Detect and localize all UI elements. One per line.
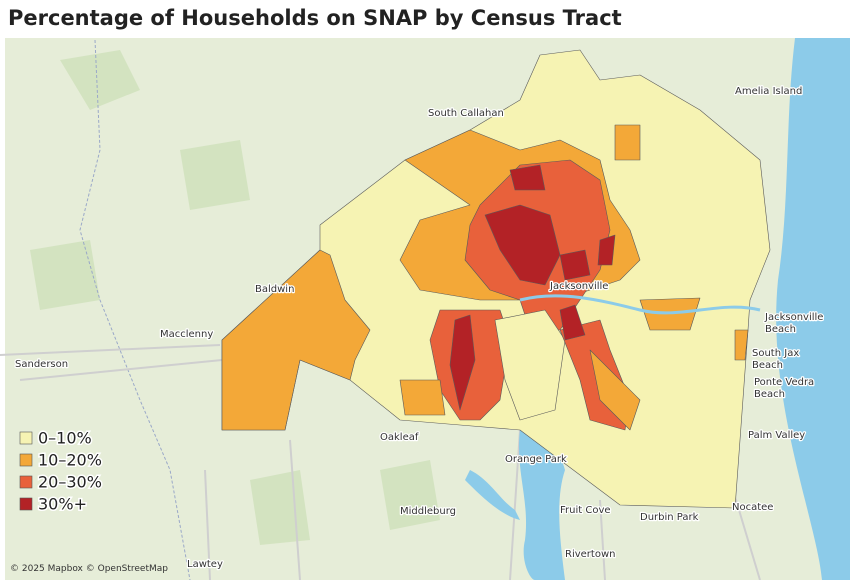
- tract: [589, 349, 641, 431]
- tract: [399, 379, 446, 416]
- st-johns-river: [519, 294, 761, 315]
- place-label: Palm Valley: [748, 430, 805, 441]
- place-label: South Jax Beach: [752, 348, 799, 371]
- place-label: Ponte Vedra Beach: [754, 377, 814, 400]
- place-label-line: Rivertown: [565, 549, 615, 560]
- legend-label: 30%+: [38, 495, 87, 514]
- place-label: Lawtey: [187, 559, 223, 570]
- place-label-line: Sanderson: [15, 359, 68, 370]
- place-label: Durbin Park: [640, 512, 699, 523]
- map-title: Percentage of Households on SNAP by Cens…: [8, 6, 622, 30]
- place-label: Jacksonville Beach: [764, 312, 823, 335]
- place-label-line: Beach: [752, 360, 783, 371]
- place-label: Jacksonville: [549, 281, 608, 292]
- tract: [597, 234, 616, 266]
- tract: [559, 304, 586, 341]
- green-area: [30, 50, 440, 545]
- place-label: Amelia Island: [735, 86, 802, 97]
- place-label: Sanderson: [15, 359, 68, 370]
- place-label-line: Durbin Park: [640, 512, 699, 523]
- place-label: Nocatee: [732, 502, 773, 513]
- place-label-line: Ponte Vedra: [754, 377, 814, 388]
- creek: [465, 470, 520, 520]
- place-label-line: Palm Valley: [748, 430, 805, 441]
- place-label-line: Jacksonville: [764, 312, 823, 323]
- tract: [509, 164, 546, 191]
- place-label: Baldwin: [255, 284, 294, 295]
- place-label-line: Jacksonville: [549, 281, 608, 292]
- place-label: Rivertown: [565, 549, 615, 560]
- attribution: © 2025 Mapbox © OpenStreetMap: [10, 564, 168, 574]
- ocean: [776, 38, 850, 580]
- place-label-line: Middleburg: [400, 506, 456, 517]
- tract: [559, 249, 591, 281]
- tract: [221, 249, 371, 431]
- place-label-line: Beach: [754, 389, 785, 400]
- legend: 0–10% 10–20% 20–30% 30%+: [19, 427, 103, 515]
- place-label-line: South Jax: [752, 348, 799, 359]
- place-label: South Callahan: [428, 108, 504, 119]
- place-label-line: Lawtey: [187, 559, 223, 570]
- place-label-line: Macclenny: [160, 329, 213, 340]
- legend-label: 0–10%: [38, 429, 92, 448]
- place-label-line: Nocatee: [732, 502, 773, 513]
- place-label: Oakleaf: [380, 432, 419, 443]
- place-label-line: Orange Park: [505, 454, 567, 465]
- tract: [494, 309, 566, 421]
- place-label-line: Baldwin: [255, 284, 294, 295]
- place-labels: South Callahan Amelia Island Jacksonville M…: [14, 85, 825, 572]
- state-line: [79, 39, 191, 580]
- tract: [734, 329, 749, 361]
- place-label: Macclenny: [160, 329, 213, 340]
- place-label-line: South Callahan: [428, 108, 504, 119]
- place-label: Fruit Cove: [560, 505, 611, 516]
- tract: [484, 204, 561, 286]
- legend-swatch: [19, 497, 33, 511]
- place-label-line: Beach: [765, 324, 796, 335]
- river: [518, 430, 565, 580]
- legend-label: 10–20%: [38, 451, 102, 470]
- place-label-line: Fruit Cove: [560, 505, 611, 516]
- legend-swatch: [19, 475, 33, 489]
- legend-label: 20–30%: [38, 473, 102, 492]
- tract: [449, 314, 476, 411]
- place-label: Middleburg: [400, 506, 456, 517]
- place-label: Orange Park: [505, 454, 567, 465]
- tract: [614, 124, 641, 161]
- road: [0, 344, 761, 580]
- legend-swatch: [19, 431, 33, 445]
- place-label-line: Amelia Island: [735, 86, 802, 97]
- place-label-line: Oakleaf: [380, 432, 419, 443]
- legend-swatch: [19, 453, 33, 467]
- tracts: [221, 49, 771, 509]
